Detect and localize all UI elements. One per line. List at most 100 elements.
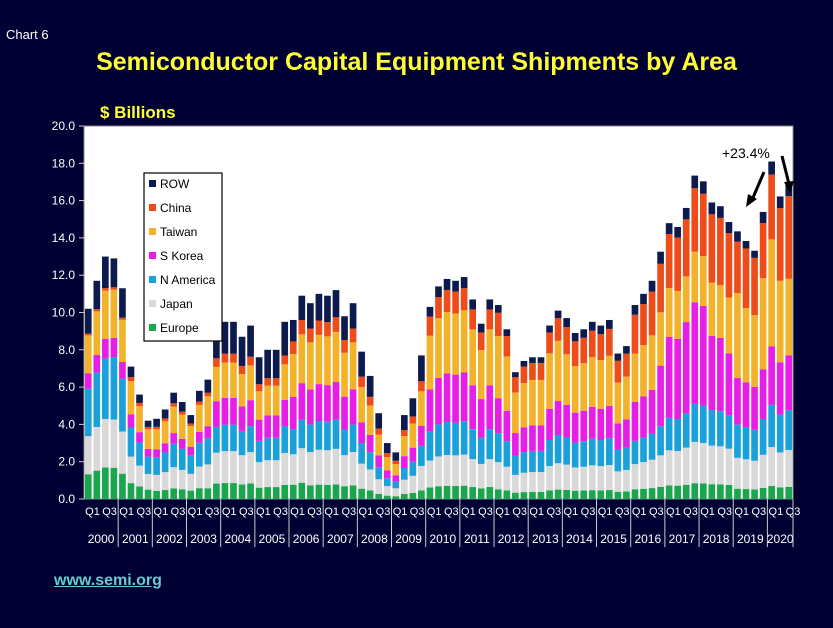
bar-segment-s-korea [648,389,656,434]
bar-segment-taiwan [247,365,254,401]
bar-segment-taiwan [298,334,306,384]
bar-segment-china [435,297,442,319]
bar-segment-s-korea [409,447,417,462]
bar-segment-europe [460,485,468,499]
website-link[interactable]: www.semi.org [54,572,162,589]
bar-segment-n-america [597,440,605,467]
bar-segment-taiwan [93,311,101,355]
bar-segment-china [289,341,297,354]
bar-segment-taiwan [623,376,630,420]
bar-segment-s-korea [119,362,126,379]
bar-segment-europe [247,483,254,499]
x-tick-label: Q3 [751,506,766,518]
bar-segment-s-korea [195,431,203,443]
bar-segment-row [324,295,331,323]
y-tick-label: 14.0 [52,231,76,245]
bar-segment-taiwan [409,423,417,448]
bar-segment-china [648,291,656,336]
bar-segment-japan [529,472,536,492]
bar-segment-row [768,161,775,175]
legend-box [143,172,223,342]
bar-segment-china [699,193,707,257]
bar-segment-n-america [546,440,553,467]
bar-segment-taiwan [546,353,553,409]
bar-segment-taiwan [332,331,340,383]
x-tick-label: Q3 [683,506,698,518]
bar-segment-row [537,357,545,363]
bar-segment-s-korea [665,336,673,418]
bar-segment-s-korea [178,438,186,449]
bar-segment-china [161,418,169,422]
bar-segment-europe [717,484,724,499]
x-tick-label: Q3 [512,506,527,518]
bar-segment-row [494,305,502,313]
bar-segment-s-korea [554,401,562,435]
bar-segment-row [452,280,459,292]
bar-segment-s-korea [520,427,528,453]
bar-segment-japan [358,463,365,489]
x-tick-label: Q1 [564,506,579,518]
bar-segment-row [776,196,784,209]
bar-segment-n-america [307,424,314,453]
bar-segment-europe [631,489,639,499]
bar-segment-europe [426,487,434,499]
x-tick-label: Q1 [393,506,408,518]
bar-segment-row [178,402,186,412]
bar-segment-japan [768,447,775,487]
bar-segment-taiwan [529,379,536,426]
legend-swatch [149,228,156,235]
bar-segment-n-america [657,426,664,456]
bar-segment-n-america [742,427,750,460]
bar-segment-s-korea [213,401,220,427]
bar-segment-s-korea [751,386,758,430]
bar-segment-row [93,280,101,310]
bar-segment-china [725,233,733,298]
bar-segment-europe [614,491,622,499]
bar-segment-n-america [255,440,263,463]
bar-segment-n-america [418,445,425,466]
bar-segment-japan [375,479,383,494]
bar-segment-s-korea [401,456,408,468]
bar-segment-row [153,418,160,427]
bar-segment-s-korea [443,373,451,422]
bar-segment-taiwan [512,392,519,434]
bar-segment-europe [657,486,664,499]
bar-segment-taiwan [486,329,494,386]
bar-segment-japan [418,465,425,491]
bar-segment-s-korea [759,369,767,419]
bar-segment-s-korea [230,398,237,425]
bar-segment-n-america [298,419,306,449]
bar-segment-europe [315,484,323,499]
bar-segment-china [742,248,750,308]
bar-segment-taiwan [537,379,545,426]
bar-segment-europe [674,485,682,499]
y-tick-label: 10.0 [52,306,76,320]
bar-segment-china [84,333,92,336]
x-tick-label: Q1 [734,506,749,518]
bar-segment-row [563,318,570,328]
bar-segment-taiwan [289,353,297,397]
bar-segment-china [631,314,639,354]
bar-segment-n-america [469,429,476,460]
bar-segment-n-america [341,429,348,456]
bar-segment-row [571,333,579,342]
bar-segment-taiwan [640,345,647,397]
bar-segment-n-america [93,372,101,427]
bar-segment-s-korea [383,470,391,479]
bar-segment-china [751,257,758,316]
bar-segment-row [512,372,519,378]
bar-segment-row [366,375,374,397]
bar-segment-n-america [785,410,793,451]
bar-segment-s-korea [597,408,605,441]
bar-segment-europe [307,485,314,499]
bar-segment-japan [631,464,639,490]
y-tick-label: 4.0 [58,417,75,431]
bar-segment-europe [204,488,212,499]
bar-segment-row [392,452,400,461]
bar-segment-row [195,390,203,402]
bar-segment-n-america [409,461,417,476]
bar-segment-china [238,365,246,375]
bar-segment-japan [136,465,143,487]
bar-segment-row [682,207,690,220]
